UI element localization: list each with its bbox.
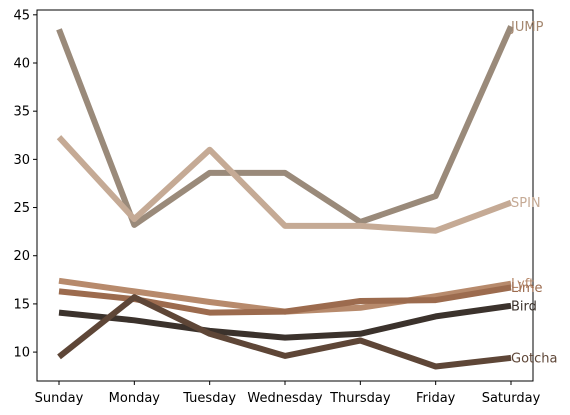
x-tick-label-saturday: Saturday [482, 391, 541, 406]
series-label-bird: Bird [511, 299, 537, 314]
y-tick-label-40: 40 [13, 57, 30, 72]
x-tick-label-sunday: Sunday [35, 391, 84, 406]
series-label-spin: SPIN [511, 196, 541, 211]
series-label-jump: JUMP [510, 20, 544, 35]
y-axis: 10 15 20 25 30 35 40 45 [13, 8, 37, 361]
x-tick-label-friday: Friday [416, 391, 456, 406]
y-tick-label-15: 15 [13, 297, 30, 312]
y-tick-label-20: 20 [13, 249, 30, 264]
series-label-lyft: Lyft [511, 277, 534, 292]
y-tick-label-45: 45 [13, 8, 30, 23]
y-tick-label-25: 25 [13, 201, 30, 216]
series-label-gotcha: Gotcha [511, 351, 557, 366]
series-line-spin [56, 135, 513, 234]
x-tick-label-thursday: Thursday [329, 391, 391, 406]
x-tick-label-monday: Monday [109, 391, 161, 406]
y-tick-label-10: 10 [13, 346, 30, 361]
x-tick-label-wednesday: Wednesday [247, 391, 323, 406]
y-tick-label-30: 30 [13, 153, 30, 168]
series-line-bird [58, 302, 512, 341]
x-tick-label-tuesday: Tuesday [182, 391, 236, 406]
series-line-gotcha [57, 294, 512, 370]
series-line-jump [56, 25, 514, 228]
x-axis: Sunday Monday Tuesday Wednesday Thursday Frid… [35, 381, 541, 406]
series-lines [56, 25, 514, 370]
series-label-lime: Lime [511, 281, 543, 296]
y-tick-label-35: 35 [13, 105, 30, 120]
